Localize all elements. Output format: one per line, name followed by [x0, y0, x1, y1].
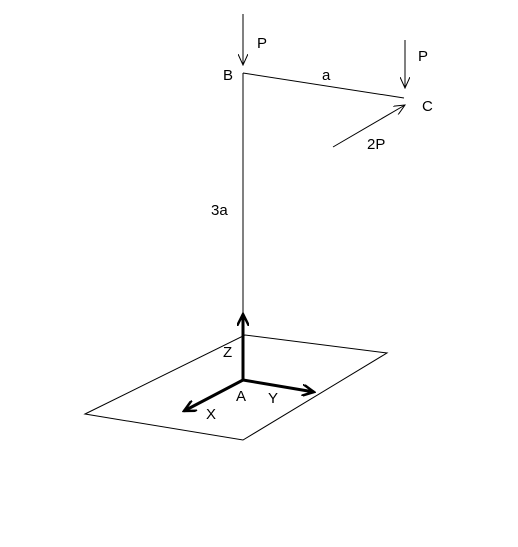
axis-y-arrow	[242, 378, 314, 392]
label-point-b: B	[223, 67, 233, 84]
label-load-p-c: P	[418, 48, 428, 65]
axis-x-arrow	[184, 378, 244, 413]
ground-plane	[83, 334, 389, 441]
label-length-bc: a	[322, 67, 331, 84]
label-axis-y: Y	[268, 390, 278, 407]
label-length-ab: 3a	[211, 202, 228, 219]
label-axis-x: X	[206, 406, 216, 423]
member-bc	[242, 72, 405, 99]
label-point-a: A	[236, 388, 246, 405]
label-point-c: C	[422, 98, 433, 115]
label-axis-z: Z	[223, 344, 232, 361]
label-load-2p-c: 2P	[367, 136, 385, 153]
label-load-p-b: P	[257, 35, 267, 52]
load-2p-at-c-arrow	[332, 105, 405, 148]
